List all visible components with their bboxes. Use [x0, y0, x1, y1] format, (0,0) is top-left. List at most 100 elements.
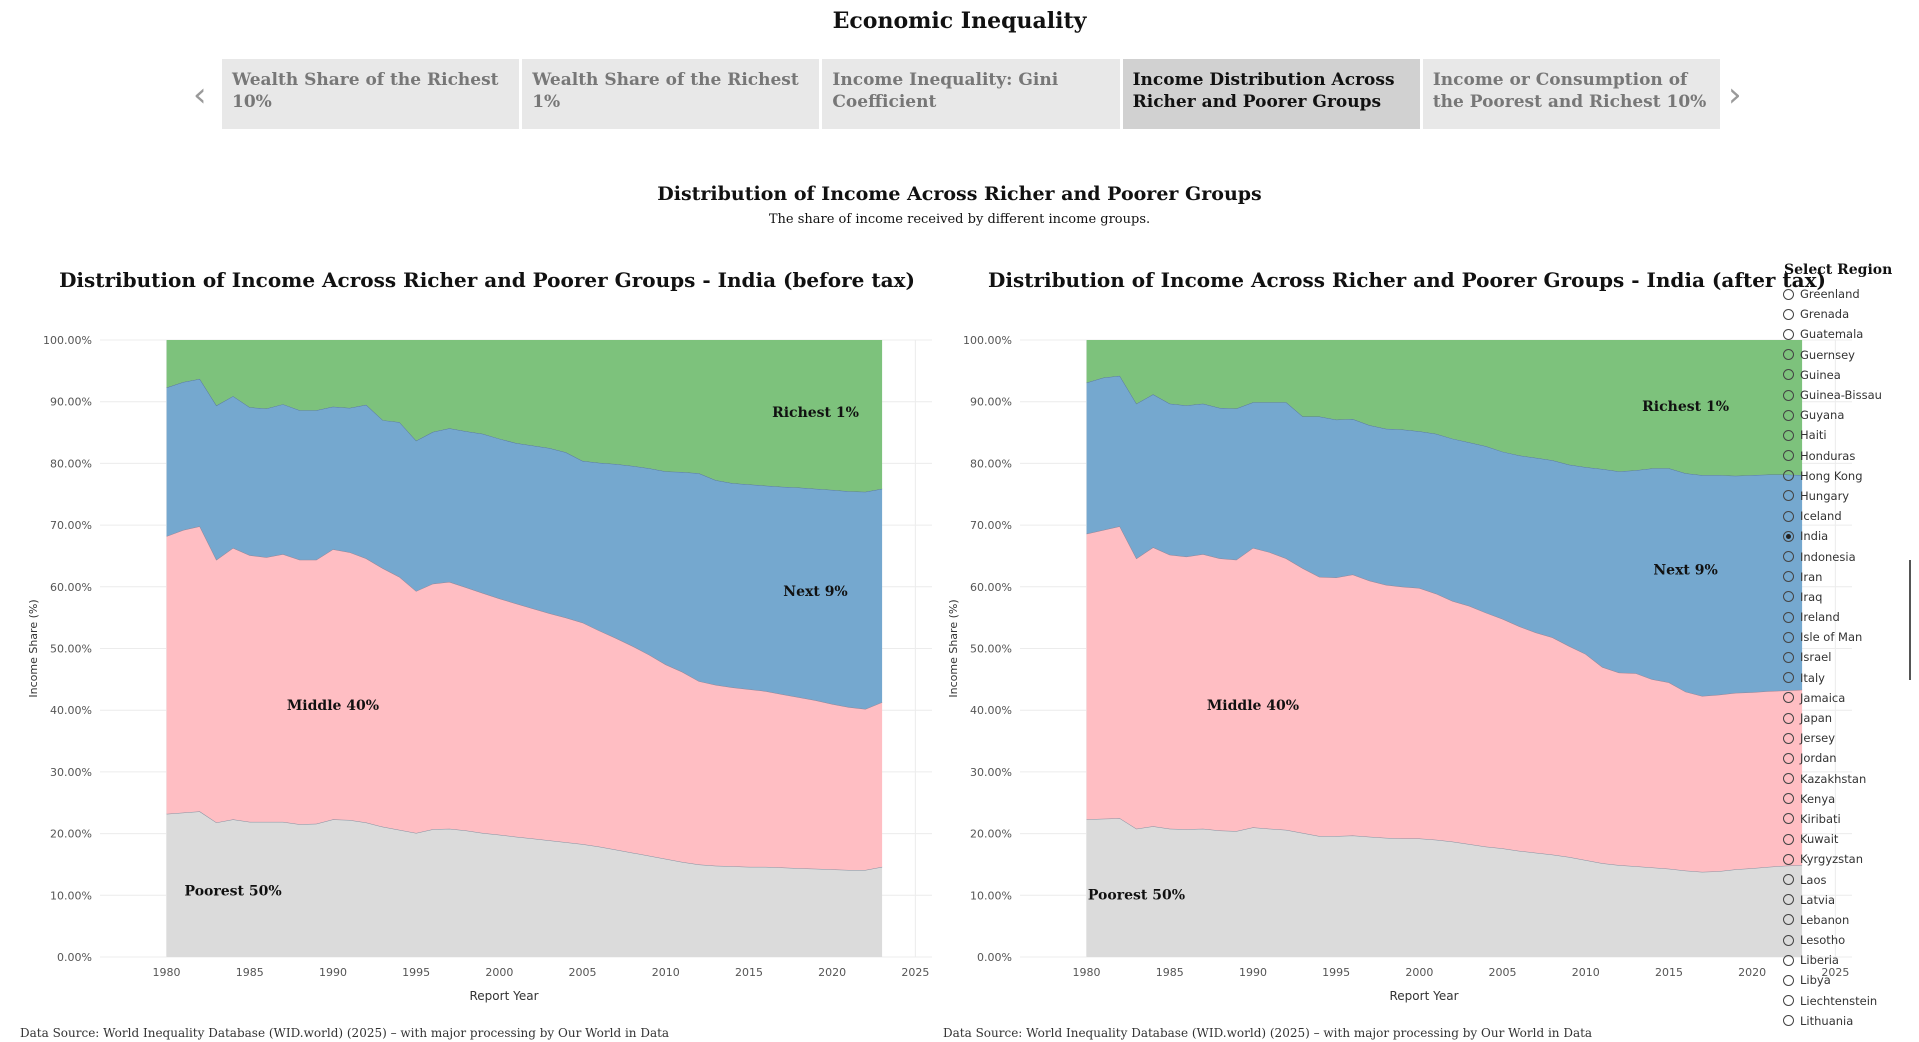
radio-icon[interactable] — [1783, 369, 1794, 381]
radio-icon[interactable] — [1783, 591, 1794, 603]
radio-icon[interactable] — [1783, 1015, 1794, 1027]
area-chart: Poorest 50% Middle 40% Next 9% Richest 1% 0.… — [947, 334, 1852, 1003]
region-option[interactable]: Liberia — [1780, 950, 1919, 970]
area-next-9[interactable] — [166, 378, 883, 709]
region-option[interactable]: Isle of Man — [1780, 627, 1919, 647]
region-option[interactable]: Israel — [1780, 647, 1919, 667]
region-option[interactable]: Kenya — [1780, 789, 1919, 809]
region-option[interactable]: Libya — [1780, 970, 1919, 990]
region-option[interactable]: Laos — [1780, 869, 1919, 889]
radio-icon[interactable] — [1783, 874, 1794, 886]
region-option[interactable]: Jersey — [1780, 728, 1919, 748]
x-tick-label: 2010 — [652, 966, 680, 979]
region-option[interactable]: Lebanon — [1780, 910, 1919, 930]
region-option[interactable]: Jamaica — [1780, 688, 1919, 708]
region-option[interactable]: Italy — [1780, 668, 1919, 688]
y-axis-title: Income Share (%) — [947, 599, 960, 697]
region-list[interactable]: Greenland Grenada Guatemala Guernsey Guinea G… — [1780, 284, 1919, 1042]
tab-wealth-share-richest-10[interactable]: Wealth Share of the Richest 10% — [222, 59, 520, 129]
radio-icon[interactable] — [1783, 732, 1794, 744]
region-option[interactable]: India — [1780, 526, 1919, 546]
region-option[interactable]: Haiti — [1780, 425, 1919, 445]
y-tick-label: 50.00% — [50, 643, 92, 656]
radio-icon[interactable] — [1783, 551, 1794, 563]
area-richest-1[interactable] — [166, 340, 883, 492]
radio-icon[interactable] — [1783, 510, 1794, 522]
section-title: Distribution of Income Across Richer and… — [657, 183, 1262, 205]
area-next-9[interactable] — [1086, 375, 1803, 696]
area-middle-40[interactable] — [1086, 526, 1803, 872]
region-option[interactable]: Iran — [1780, 567, 1919, 587]
region-option[interactable]: Kiribati — [1780, 809, 1919, 829]
x-tick-label: 2015 — [1655, 966, 1683, 979]
region-option[interactable]: Iraq — [1780, 587, 1919, 607]
region-option[interactable]: Guinea-Bissau — [1780, 385, 1919, 405]
region-option[interactable]: Guernsey — [1780, 345, 1919, 365]
radio-icon[interactable] — [1783, 389, 1794, 401]
tab-poorest-richest-10[interactable]: Income or Consumption of the Poorest and… — [1422, 59, 1721, 129]
area-richest-1[interactable] — [1086, 340, 1803, 476]
region-option[interactable]: Guyana — [1780, 405, 1919, 425]
region-option[interactable]: Liechtenstein — [1780, 991, 1919, 1011]
scrollbar-thumb[interactable] — [1909, 560, 1911, 680]
radio-icon[interactable] — [1783, 833, 1794, 845]
radio-icon[interactable] — [1783, 611, 1794, 623]
radio-icon[interactable] — [1783, 974, 1794, 986]
area-poorest-50[interactable] — [1086, 818, 1803, 957]
region-option[interactable]: Lithuania — [1780, 1011, 1919, 1031]
region-option[interactable]: Iceland — [1780, 506, 1919, 526]
region-option[interactable]: Greenland — [1780, 284, 1919, 304]
chevron-left-icon[interactable]: ‹ — [193, 75, 207, 115]
radio-icon[interactable] — [1783, 571, 1794, 583]
region-option[interactable]: Ireland — [1780, 607, 1919, 627]
radio-icon[interactable] — [1783, 349, 1794, 361]
region-option[interactable]: Honduras — [1780, 446, 1919, 466]
radio-icon[interactable] — [1783, 672, 1794, 684]
radio-icon[interactable] — [1783, 773, 1794, 785]
radio-icon[interactable] — [1783, 631, 1794, 643]
radio-icon[interactable] — [1783, 954, 1794, 966]
chevron-right-icon[interactable]: › — [1728, 75, 1742, 115]
region-option-label: Guernsey — [1800, 347, 1855, 362]
tab-income-distribution[interactable]: Income Distribution Across Richer and Po… — [1122, 59, 1420, 129]
radio-icon[interactable] — [1783, 429, 1794, 441]
region-option[interactable]: Latvia — [1780, 890, 1919, 910]
region-option[interactable]: Guinea — [1780, 365, 1919, 385]
region-option[interactable]: Jordan — [1780, 748, 1919, 768]
radio-icon[interactable] — [1783, 894, 1794, 906]
tab-wealth-share-richest-1[interactable]: Wealth Share of the Richest 1% — [522, 59, 820, 129]
radio-icon[interactable] — [1783, 328, 1794, 340]
region-option[interactable]: Kuwait — [1780, 829, 1919, 849]
region-option-label: Italy — [1800, 670, 1825, 685]
radio-icon[interactable] — [1783, 470, 1794, 482]
region-option[interactable]: Kazakhstan — [1780, 769, 1919, 789]
region-option[interactable]: Japan — [1780, 708, 1919, 728]
radio-icon[interactable] — [1783, 752, 1794, 764]
radio-icon[interactable] — [1783, 813, 1794, 825]
region-option[interactable]: Grenada — [1780, 304, 1919, 324]
area-middle-40[interactable] — [166, 526, 883, 870]
region-option[interactable]: Lesotho — [1780, 930, 1919, 950]
radio-icon[interactable] — [1783, 692, 1794, 704]
radio-icon[interactable] — [1783, 288, 1794, 300]
tab-gini-coefficient[interactable]: Income Inequality: Gini Coefficient — [822, 59, 1120, 129]
radio-icon[interactable] — [1783, 712, 1794, 724]
radio-icon[interactable] — [1783, 530, 1794, 542]
radio-icon[interactable] — [1783, 853, 1794, 865]
radio-icon[interactable] — [1783, 409, 1794, 421]
radio-icon[interactable] — [1783, 934, 1794, 946]
radio-icon[interactable] — [1783, 651, 1794, 663]
radio-icon[interactable] — [1783, 490, 1794, 502]
y-tick-label: 20.00% — [50, 828, 92, 841]
region-option[interactable]: Guatemala — [1780, 324, 1919, 344]
radio-icon[interactable] — [1783, 995, 1794, 1007]
region-option[interactable]: Hong Kong — [1780, 466, 1919, 486]
region-option[interactable]: Kyrgyzstan — [1780, 849, 1919, 869]
radio-icon[interactable] — [1783, 793, 1794, 805]
radio-icon[interactable] — [1783, 450, 1794, 462]
region-option[interactable]: Indonesia — [1780, 546, 1919, 566]
region-option[interactable]: Hungary — [1780, 486, 1919, 506]
area-poorest-50[interactable] — [166, 811, 883, 957]
radio-icon[interactable] — [1783, 308, 1794, 320]
radio-icon[interactable] — [1783, 914, 1794, 926]
